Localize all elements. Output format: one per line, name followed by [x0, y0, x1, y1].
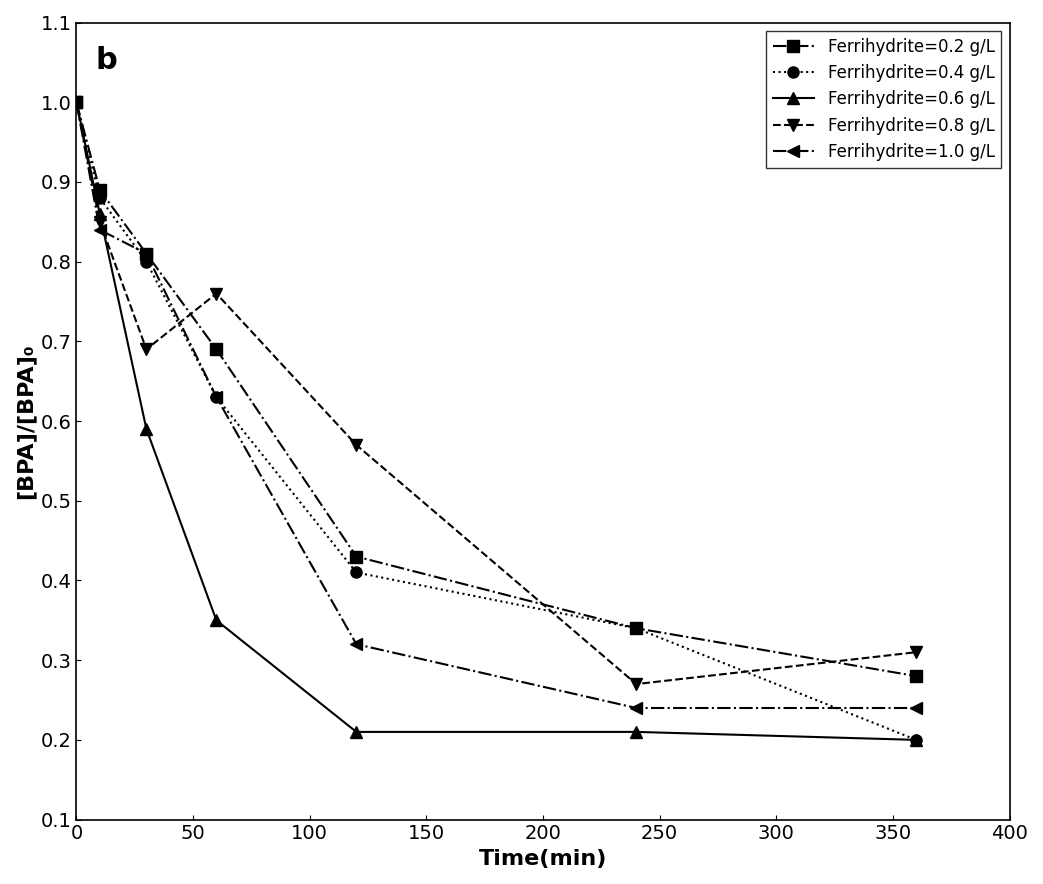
Ferrihydrite=0.4 g/L — [350, 568, 363, 578]
Ferrihydrite=0.8 g/L — [630, 679, 642, 690]
Ferrihydrite=1.0 g/L — [909, 703, 922, 713]
Ferrihydrite=1.0 g/L — [70, 97, 82, 108]
Ferrihydrite=0.6 g/L — [630, 727, 642, 737]
Ferrihydrite=0.4 g/L — [70, 97, 82, 108]
Ferrihydrite=0.2 g/L — [909, 671, 922, 682]
Line: Ferrihydrite=0.6 g/L: Ferrihydrite=0.6 g/L — [71, 96, 922, 745]
Ferrihydrite=1.0 g/L — [210, 392, 222, 402]
X-axis label: Time(min): Time(min) — [479, 849, 607, 869]
Ferrihydrite=1.0 g/L — [94, 225, 106, 235]
Line: Ferrihydrite=1.0 g/L: Ferrihydrite=1.0 g/L — [71, 96, 922, 713]
Ferrihydrite=0.8 g/L — [140, 344, 152, 354]
Ferrihydrite=0.8 g/L — [94, 217, 106, 227]
Ferrihydrite=1.0 g/L — [630, 703, 642, 713]
Ferrihydrite=0.4 g/L — [210, 392, 222, 402]
Ferrihydrite=0.2 g/L — [630, 623, 642, 634]
Ferrihydrite=0.6 g/L — [350, 727, 363, 737]
Ferrihydrite=0.4 g/L — [94, 193, 106, 203]
Ferrihydrite=1.0 g/L — [350, 639, 363, 650]
Ferrihydrite=0.6 g/L — [140, 423, 152, 434]
Ferrihydrite=0.6 g/L — [909, 735, 922, 745]
Ferrihydrite=0.8 g/L — [909, 647, 922, 658]
Line: Ferrihydrite=0.2 g/L: Ferrihydrite=0.2 g/L — [71, 96, 922, 682]
Line: Ferrihydrite=0.4 g/L: Ferrihydrite=0.4 g/L — [71, 96, 922, 745]
Line: Ferrihydrite=0.8 g/L: Ferrihydrite=0.8 g/L — [71, 96, 922, 690]
Ferrihydrite=0.8 g/L — [210, 288, 222, 299]
Ferrihydrite=0.6 g/L — [210, 615, 222, 626]
Legend: Ferrihydrite=0.2 g/L, Ferrihydrite=0.4 g/L, Ferrihydrite=0.6 g/L, Ferrihydrite=0: Ferrihydrite=0.2 g/L, Ferrihydrite=0.4 g… — [766, 31, 1001, 167]
Ferrihydrite=0.8 g/L — [70, 97, 82, 108]
Ferrihydrite=0.2 g/L — [210, 344, 222, 354]
Ferrihydrite=0.6 g/L — [70, 97, 82, 108]
Ferrihydrite=0.8 g/L — [350, 439, 363, 450]
Ferrihydrite=0.2 g/L — [70, 97, 82, 108]
Ferrihydrite=0.4 g/L — [140, 256, 152, 267]
Ferrihydrite=0.2 g/L — [140, 248, 152, 259]
Ferrihydrite=0.2 g/L — [350, 552, 363, 562]
Ferrihydrite=0.6 g/L — [94, 209, 106, 219]
Ferrihydrite=0.4 g/L — [909, 735, 922, 745]
Ferrihydrite=0.2 g/L — [94, 185, 106, 195]
Y-axis label: [BPA]/[BPA]₀: [BPA]/[BPA]₀ — [15, 343, 35, 499]
Text: b: b — [95, 47, 117, 75]
Ferrihydrite=0.4 g/L — [630, 623, 642, 634]
Ferrihydrite=1.0 g/L — [140, 248, 152, 259]
